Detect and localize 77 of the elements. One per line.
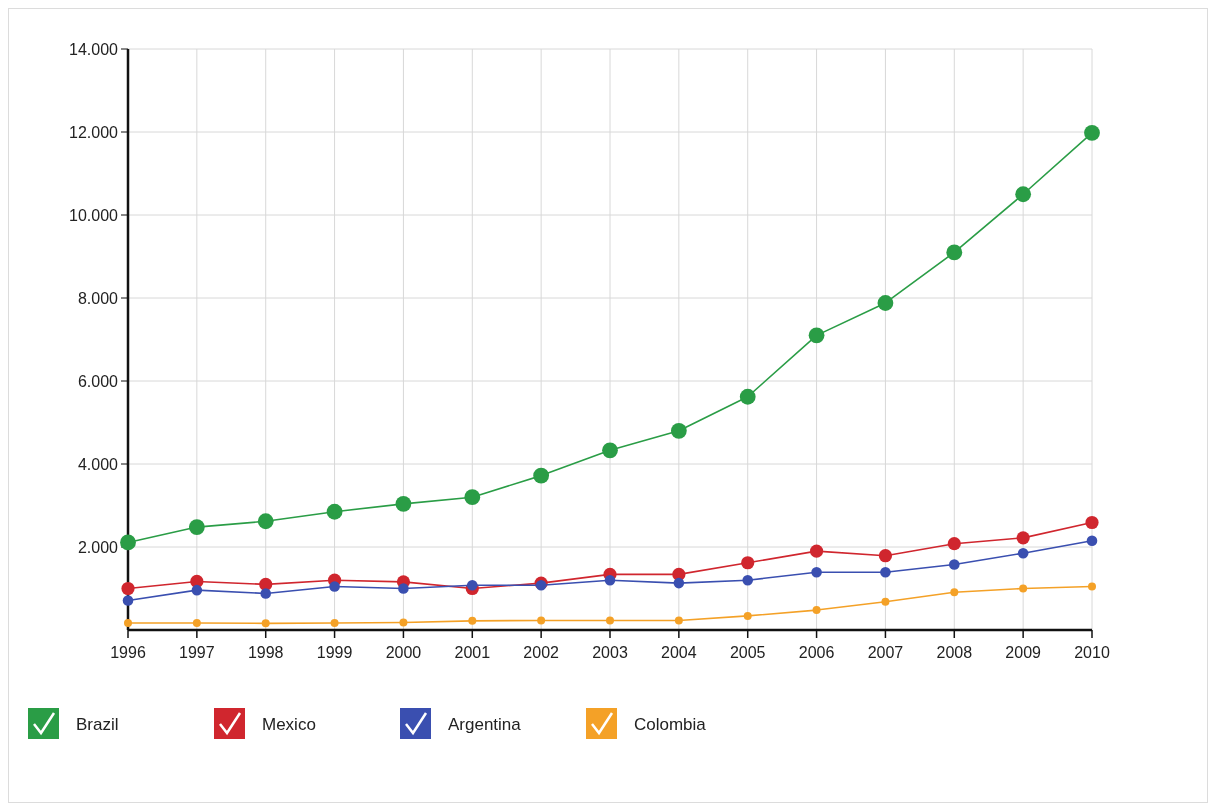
point — [743, 611, 752, 620]
x-tick-label: 1996 — [110, 644, 146, 661]
point — [399, 618, 408, 627]
y-tick-label: 2.000 — [77, 538, 119, 556]
point — [739, 388, 756, 405]
point — [1086, 535, 1098, 547]
point — [192, 618, 201, 627]
point — [946, 244, 963, 261]
point — [121, 581, 135, 596]
point — [1088, 582, 1096, 591]
x-tick-label: 2000 — [385, 644, 422, 661]
point — [741, 556, 755, 570]
x-tick-label: 2010 — [1074, 644, 1110, 661]
point — [602, 442, 618, 459]
point — [466, 579, 478, 591]
y-tick-label: 4.000 — [77, 455, 119, 473]
y-tick-label: 14.000 — [69, 40, 119, 58]
point — [330, 618, 339, 627]
point — [1016, 531, 1030, 545]
point — [464, 489, 481, 506]
point — [1084, 124, 1100, 141]
point — [808, 327, 825, 344]
x-tick-label: 2009 — [1005, 644, 1042, 661]
x-tick-label: 1999 — [316, 644, 353, 661]
y-tick-label: 12.000 — [69, 123, 119, 141]
point — [537, 616, 546, 625]
x-tick-label: 2004 — [661, 644, 697, 661]
x-tick-label: 2007 — [867, 644, 904, 661]
point — [742, 574, 754, 586]
legend-label: Brazil — [76, 714, 119, 734]
point — [811, 567, 822, 578]
x-tick-label: 1998 — [247, 644, 284, 661]
point — [260, 588, 272, 599]
y-tick-label: 6.000 — [77, 372, 119, 390]
x-tick-label: 2006 — [798, 644, 835, 661]
point — [191, 584, 203, 596]
x-tick-label: 2008 — [936, 644, 973, 661]
point — [880, 567, 891, 578]
point — [674, 616, 683, 625]
point — [947, 537, 961, 551]
point — [468, 616, 477, 625]
point — [950, 588, 959, 597]
point — [606, 616, 614, 625]
point — [533, 467, 550, 484]
point — [261, 619, 270, 628]
point — [673, 577, 685, 589]
point — [670, 422, 687, 439]
x-tick-label: 2002 — [523, 644, 560, 661]
point — [1019, 584, 1028, 593]
point — [395, 495, 412, 512]
point — [122, 595, 134, 606]
y-tick-label: 8.000 — [77, 289, 119, 307]
x-tick-label: 2003 — [592, 644, 628, 661]
point — [124, 618, 132, 627]
point — [1085, 515, 1099, 530]
point — [1017, 547, 1029, 559]
point — [326, 503, 343, 520]
point — [257, 513, 274, 530]
point — [878, 549, 893, 563]
point — [877, 295, 894, 311]
point — [329, 581, 340, 592]
x-tick-label: 1997 — [179, 644, 215, 661]
point — [812, 606, 821, 615]
y-tick-label: 10.000 — [69, 206, 119, 224]
legend-label: Colombia — [634, 714, 707, 734]
point — [881, 597, 890, 606]
x-tick-label: 2001 — [454, 644, 491, 661]
point — [398, 583, 409, 594]
point — [120, 534, 136, 551]
legend-label: Argentina — [448, 714, 522, 734]
point — [948, 559, 960, 570]
point — [1015, 186, 1032, 203]
point — [809, 544, 824, 558]
x-tick-label: 2005 — [729, 644, 766, 661]
point — [188, 519, 205, 535]
legend-label: Mexico — [262, 714, 316, 734]
point — [604, 574, 616, 586]
